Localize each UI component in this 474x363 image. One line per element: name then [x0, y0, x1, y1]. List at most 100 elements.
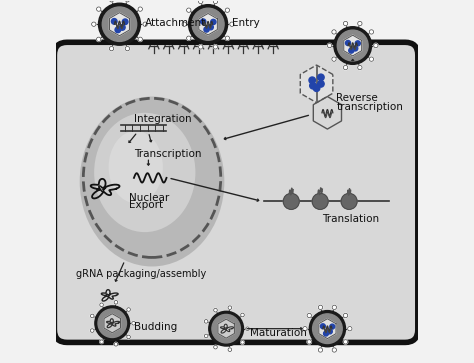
Circle shape: [328, 329, 332, 334]
Circle shape: [214, 345, 217, 349]
Circle shape: [374, 43, 378, 48]
Circle shape: [318, 74, 324, 81]
Circle shape: [95, 306, 129, 340]
Text: Maturation: Maturation: [250, 328, 307, 338]
Text: Entry: Entry: [232, 18, 259, 28]
Circle shape: [214, 309, 217, 312]
Circle shape: [208, 25, 213, 30]
Circle shape: [332, 57, 336, 61]
Circle shape: [343, 65, 348, 70]
Text: transcription: transcription: [337, 102, 403, 113]
Circle shape: [246, 327, 249, 330]
Circle shape: [209, 311, 244, 346]
Circle shape: [125, 0, 129, 2]
Text: Reverse: Reverse: [337, 93, 378, 103]
Circle shape: [307, 313, 311, 318]
Circle shape: [125, 46, 129, 51]
Circle shape: [204, 319, 208, 323]
Circle shape: [241, 313, 244, 317]
Circle shape: [213, 0, 218, 4]
FancyBboxPatch shape: [55, 42, 418, 342]
Text: Attachment: Attachment: [145, 19, 206, 28]
Circle shape: [310, 82, 316, 89]
Circle shape: [225, 36, 229, 40]
Polygon shape: [218, 319, 235, 338]
Circle shape: [228, 348, 232, 351]
Ellipse shape: [80, 97, 224, 266]
Circle shape: [328, 43, 332, 48]
Ellipse shape: [94, 113, 195, 232]
Circle shape: [109, 0, 114, 2]
Circle shape: [91, 314, 94, 318]
Circle shape: [228, 306, 232, 310]
Polygon shape: [300, 65, 333, 103]
Circle shape: [332, 30, 336, 34]
Circle shape: [307, 340, 311, 344]
Circle shape: [97, 7, 101, 11]
Circle shape: [332, 348, 337, 352]
Circle shape: [201, 19, 206, 24]
Text: Nuclear: Nuclear: [128, 193, 169, 203]
Circle shape: [358, 21, 362, 26]
Circle shape: [98, 309, 127, 338]
Circle shape: [122, 19, 128, 25]
Polygon shape: [319, 319, 336, 339]
Polygon shape: [199, 13, 218, 35]
Circle shape: [127, 335, 130, 339]
Circle shape: [91, 22, 96, 26]
Circle shape: [138, 7, 142, 11]
Circle shape: [99, 3, 140, 45]
Circle shape: [283, 193, 299, 209]
Circle shape: [211, 19, 216, 25]
Circle shape: [182, 22, 186, 26]
Circle shape: [213, 45, 218, 49]
Circle shape: [355, 41, 360, 46]
Circle shape: [119, 25, 125, 30]
Text: Budding: Budding: [134, 322, 177, 332]
Circle shape: [309, 77, 316, 83]
Circle shape: [114, 342, 118, 346]
Polygon shape: [313, 97, 341, 129]
Circle shape: [230, 22, 234, 26]
Circle shape: [138, 37, 142, 41]
Circle shape: [189, 5, 228, 44]
Circle shape: [320, 324, 325, 329]
Text: Export: Export: [128, 200, 163, 210]
Text: Integration: Integration: [134, 114, 191, 124]
Circle shape: [318, 81, 324, 87]
Circle shape: [369, 57, 374, 61]
Text: gRNA packaging/assembly: gRNA packaging/assembly: [76, 269, 206, 279]
Circle shape: [343, 340, 348, 344]
Circle shape: [241, 340, 244, 344]
Polygon shape: [344, 35, 362, 56]
Ellipse shape: [109, 131, 163, 203]
Circle shape: [358, 65, 362, 70]
Ellipse shape: [83, 98, 221, 257]
Circle shape: [343, 21, 348, 26]
Circle shape: [330, 324, 335, 329]
Circle shape: [324, 331, 328, 336]
Circle shape: [319, 348, 323, 352]
Circle shape: [319, 305, 323, 310]
Circle shape: [347, 326, 352, 331]
Circle shape: [100, 340, 103, 343]
Text: Transcription: Transcription: [134, 150, 201, 159]
Circle shape: [187, 36, 191, 40]
Circle shape: [192, 8, 224, 40]
Circle shape: [115, 27, 121, 33]
Circle shape: [369, 30, 374, 34]
Circle shape: [332, 305, 337, 310]
Circle shape: [132, 322, 136, 325]
Circle shape: [313, 85, 320, 91]
Circle shape: [100, 303, 103, 307]
Circle shape: [312, 314, 342, 343]
Text: Translation: Translation: [322, 215, 379, 224]
Circle shape: [353, 46, 358, 51]
Circle shape: [204, 27, 209, 32]
Circle shape: [97, 37, 101, 41]
Circle shape: [91, 329, 94, 333]
Polygon shape: [104, 314, 120, 333]
Circle shape: [349, 48, 354, 53]
Circle shape: [199, 45, 203, 49]
Circle shape: [204, 334, 208, 338]
